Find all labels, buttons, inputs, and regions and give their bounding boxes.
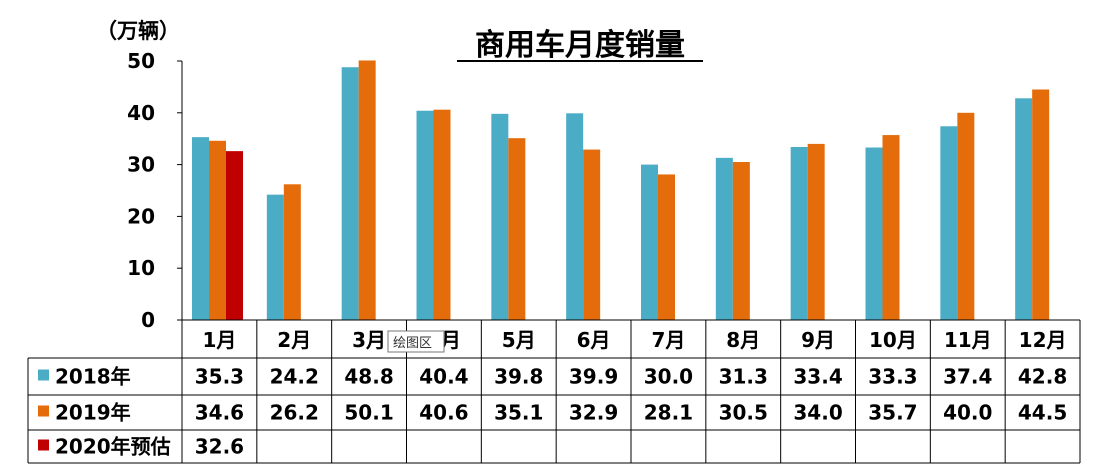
data-cell: 44.5 xyxy=(1018,401,1067,425)
data-cell: 40.0 xyxy=(943,401,992,425)
data-cell: 39.9 xyxy=(569,365,618,389)
data-cell: 32.6 xyxy=(195,435,244,459)
category-label: 3月 xyxy=(352,328,386,352)
data-cell: 42.8 xyxy=(1018,365,1067,389)
bar-2019年-11月 xyxy=(957,112,975,320)
bar-2019年-10月 xyxy=(882,135,900,320)
tooltip-box xyxy=(387,330,445,353)
y-tick-label: 40 xyxy=(127,101,155,125)
tooltip-text: 绘图区 xyxy=(393,336,432,351)
bar-2019年-1月 xyxy=(209,140,226,320)
series-label: 2018年 xyxy=(55,365,131,389)
data-cell: 40.6 xyxy=(419,401,468,425)
bar-2019年-4月 xyxy=(433,109,451,320)
bar-2018年-9月 xyxy=(790,146,808,320)
bar-2018年-8月 xyxy=(715,157,733,320)
data-cell: 50.1 xyxy=(344,401,393,425)
data-cell: 33.4 xyxy=(793,365,842,389)
bar-2018年-10月 xyxy=(865,147,883,320)
bar-2018年-7月 xyxy=(641,164,658,320)
legend-key-2019年 xyxy=(38,405,49,417)
plot-area-tooltip: 绘图区 xyxy=(387,330,445,353)
data-cell: 33.3 xyxy=(868,365,917,389)
y-tick-label: 0 xyxy=(141,308,155,332)
category-label: 8月 xyxy=(726,328,760,352)
category-label: 6月 xyxy=(577,328,611,352)
data-cell: 48.8 xyxy=(344,365,393,389)
y-tick-label: 50 xyxy=(127,49,155,73)
category-label: 12月 xyxy=(1019,328,1067,352)
category-label: 2月 xyxy=(277,328,311,352)
data-cell: 32.9 xyxy=(569,401,618,425)
bar-2019年-12月 xyxy=(1032,89,1050,321)
y-axis-unit-label: （万辆） xyxy=(96,19,180,43)
bar-2019年-2月 xyxy=(283,184,301,320)
series-label: 2020年预估 xyxy=(55,435,171,459)
category-label: 5月 xyxy=(502,328,536,352)
bar-2018年-3月 xyxy=(341,67,359,320)
category-label: 7月 xyxy=(651,328,685,352)
bar-2019年-9月 xyxy=(807,143,825,320)
data-cell: 37.4 xyxy=(943,365,992,389)
bar-2018年-5月 xyxy=(491,113,509,320)
legend-key-2020年预估 xyxy=(38,439,49,451)
y-tick-label: 20 xyxy=(127,204,155,228)
category-label: 9月 xyxy=(801,328,835,352)
bar-2019年-3月 xyxy=(358,60,376,321)
y-tick-label: 10 xyxy=(127,256,155,280)
bar-2020年预估-1月 xyxy=(226,151,243,320)
bar-2019年-8月 xyxy=(732,162,750,320)
data-cell: 26.2 xyxy=(270,401,319,425)
data-cell: 39.8 xyxy=(494,365,543,389)
bar-2018年-11月 xyxy=(940,126,958,320)
data-cell: 35.1 xyxy=(494,401,543,425)
data-cell: 35.3 xyxy=(195,365,244,389)
bar-2018年-1月 xyxy=(192,137,209,320)
bar-2018年-12月 xyxy=(1015,98,1033,321)
y-axis-ticks: 0 10 20 30 40 50 xyxy=(127,49,182,332)
category-label: 10月 xyxy=(869,328,917,352)
category-label: 11月 xyxy=(944,328,992,352)
bar-2018年-4月 xyxy=(416,110,434,320)
data-cell: 28.1 xyxy=(644,401,693,425)
bar-2019年-7月 xyxy=(658,174,675,320)
chart-title: 商用车月度销量 xyxy=(475,28,685,63)
data-cell: 30.5 xyxy=(719,401,768,425)
bar-2018年-6月 xyxy=(566,113,584,321)
series-label: 2019年 xyxy=(55,401,131,425)
data-cell: 24.2 xyxy=(270,365,319,389)
data-cell: 31.3 xyxy=(719,365,768,389)
bar-2019年-5月 xyxy=(508,138,526,320)
data-table: 1月2月3月4月5月6月7月8月9月10月11月12月2018年35.324.2… xyxy=(27,319,1081,464)
bars xyxy=(192,60,1050,321)
data-cell: 40.4 xyxy=(419,365,468,389)
y-tick-label: 30 xyxy=(127,153,155,177)
bar-2019年-6月 xyxy=(583,149,601,320)
bar-2018年-2月 xyxy=(266,194,284,320)
data-cell: 34.6 xyxy=(195,401,244,425)
data-cell: 34.0 xyxy=(793,401,842,425)
data-cell: 30.0 xyxy=(644,365,693,389)
data-cell: 35.7 xyxy=(868,401,917,425)
category-label: 1月 xyxy=(202,328,236,352)
legend-key-2018年 xyxy=(38,369,49,381)
